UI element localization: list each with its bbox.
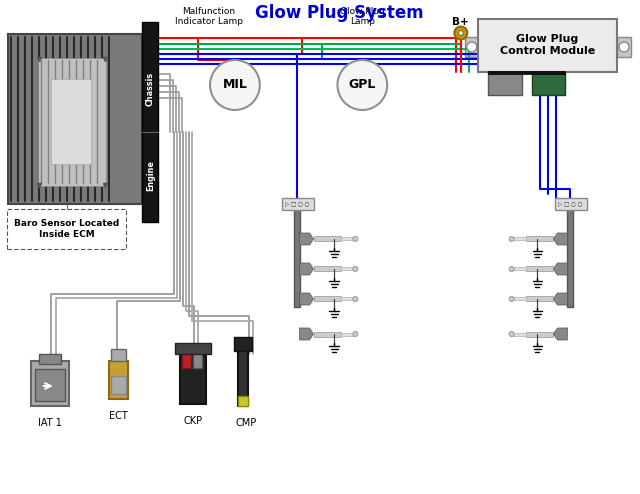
Polygon shape [300, 328, 314, 340]
Bar [488, 71, 565, 74]
FancyBboxPatch shape [7, 209, 127, 249]
Bar [531, 73, 565, 95]
Text: ECT: ECT [109, 411, 128, 421]
Circle shape [467, 42, 477, 52]
Bar [525, 266, 554, 272]
Bar [282, 198, 314, 210]
Bar [8, 34, 142, 204]
Text: Chassis: Chassis [146, 72, 155, 106]
Circle shape [509, 296, 514, 301]
Text: Glow Plug System: Glow Plug System [255, 4, 424, 22]
Bar [314, 237, 341, 242]
Bar [478, 19, 617, 72]
Text: Glow Plug
Control Module: Glow Plug Control Module [500, 34, 595, 56]
Bar [111, 376, 127, 394]
Text: B+: B+ [452, 17, 469, 27]
Bar [238, 348, 248, 406]
Circle shape [454, 27, 467, 40]
Polygon shape [300, 293, 314, 305]
Circle shape [509, 266, 514, 272]
Bar [525, 296, 554, 301]
Text: ▷ □ ○ ○: ▷ □ ○ ○ [558, 202, 582, 206]
Circle shape [509, 331, 514, 336]
Bar [182, 353, 191, 368]
Text: IAT 1: IAT 1 [38, 418, 61, 428]
Bar [35, 369, 65, 401]
Bar [51, 79, 91, 164]
Bar [525, 237, 554, 242]
Bar [175, 343, 211, 354]
Bar [39, 354, 61, 364]
Bar [234, 337, 252, 351]
Text: ▷ □ ○ ○: ▷ □ ○ ○ [285, 202, 308, 206]
Polygon shape [300, 233, 314, 245]
Bar [314, 266, 341, 272]
Bar [567, 199, 573, 307]
Bar [341, 238, 355, 241]
Bar [341, 267, 355, 271]
Bar [314, 296, 341, 301]
Bar [109, 361, 129, 399]
Text: Baro Sensor Located
Inside ECM: Baro Sensor Located Inside ECM [14, 219, 119, 239]
Bar [525, 331, 554, 336]
Bar [31, 361, 68, 406]
Text: Malfunction
Indicator Lamp: Malfunction Indicator Lamp [175, 6, 243, 26]
Bar [617, 37, 631, 57]
Bar [511, 332, 525, 335]
Circle shape [458, 31, 463, 36]
Circle shape [509, 237, 514, 242]
Polygon shape [554, 293, 567, 305]
Text: CMP: CMP [236, 418, 257, 428]
Bar [193, 353, 202, 368]
Bar [341, 297, 355, 300]
Circle shape [353, 296, 358, 301]
Text: MIL: MIL [223, 79, 248, 91]
Text: Engine: Engine [146, 161, 155, 192]
Circle shape [210, 60, 260, 110]
Circle shape [353, 237, 358, 242]
Bar [465, 37, 479, 57]
Bar [511, 297, 525, 300]
Circle shape [619, 42, 629, 52]
Bar [556, 198, 588, 210]
Bar [38, 58, 106, 186]
Bar [180, 356, 206, 404]
Text: CKP: CKP [184, 416, 203, 426]
Bar [341, 332, 355, 335]
Circle shape [353, 331, 358, 336]
Bar [238, 396, 248, 406]
Bar [111, 349, 127, 361]
Bar [294, 199, 300, 307]
Bar [314, 331, 341, 336]
Bar [511, 238, 525, 241]
Polygon shape [554, 263, 567, 275]
Text: Glow Plug
Lamp: Glow Plug Lamp [340, 6, 385, 26]
Text: GPL: GPL [349, 79, 376, 91]
Circle shape [337, 60, 387, 110]
Circle shape [353, 266, 358, 272]
Bar [511, 267, 525, 271]
Polygon shape [554, 233, 567, 245]
Polygon shape [554, 328, 567, 340]
Bar [488, 72, 522, 95]
Polygon shape [300, 263, 314, 275]
Bar [142, 22, 158, 222]
